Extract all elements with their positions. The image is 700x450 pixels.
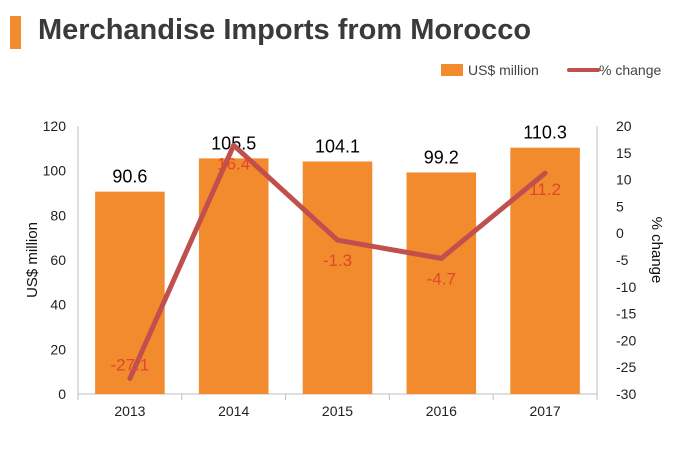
y-tick-label: 60 — [50, 252, 66, 268]
title-accent-bar — [10, 16, 21, 49]
y2-tick-label: 10 — [616, 172, 632, 188]
y-tick-label: 0 — [58, 386, 66, 402]
pct-change-line — [127, 142, 548, 381]
y-tick-label: 120 — [43, 118, 67, 134]
pct-change-label: 11.2 — [529, 180, 561, 199]
bar-value-label: 90.6 — [112, 167, 147, 187]
y2-tick-label: 0 — [616, 225, 624, 241]
x-tick-label: 2015 — [322, 403, 353, 419]
pct-change-label: -4.7 — [427, 269, 456, 288]
y2-tick-label: -25 — [616, 359, 636, 375]
pct-change-label: 16.4 — [217, 154, 250, 173]
y-tick-label: 80 — [50, 207, 66, 223]
bar — [406, 172, 477, 394]
bar-value-label: 110.3 — [523, 123, 567, 143]
y-tick-label: 40 — [50, 297, 66, 313]
legend-label-bar: US$ million — [468, 62, 539, 78]
y2-tick-label: -10 — [616, 279, 636, 295]
y2-tick-label: 15 — [616, 145, 632, 161]
y2-tick-label: -20 — [616, 332, 636, 348]
y2-tick-label: -5 — [616, 252, 629, 268]
bar — [510, 147, 580, 394]
chart-title: Merchandise Imports from Morocco — [38, 14, 532, 46]
y2-tick-label: 20 — [616, 118, 632, 134]
legend: US$ million % change — [441, 62, 661, 78]
pct-change-label: -27.1 — [111, 355, 150, 374]
bar-value-label: 104.1 — [315, 137, 360, 157]
y-axis-title: US$ million — [24, 222, 41, 298]
bar — [198, 158, 269, 394]
y-tick-label: 100 — [43, 163, 67, 179]
y2-tick-label: 5 — [616, 198, 624, 214]
legend-label-line: % change — [599, 62, 661, 78]
x-tick-label: 2016 — [426, 403, 457, 419]
x-tick-label: 2013 — [114, 403, 145, 419]
y-tick-label: 20 — [50, 341, 66, 357]
bar — [95, 191, 165, 394]
pct-change-label: -1.3 — [323, 251, 352, 270]
y2-tick-label: -15 — [616, 306, 636, 322]
y2-axis-title: % change — [648, 217, 665, 284]
legend-swatch-bar — [441, 64, 463, 76]
x-tick-label: 2017 — [530, 403, 561, 419]
bar-value-label: 99.2 — [424, 147, 459, 167]
x-tick-label: 2014 — [218, 403, 249, 419]
y2-tick-label: -30 — [616, 386, 636, 402]
bar — [302, 161, 373, 394]
